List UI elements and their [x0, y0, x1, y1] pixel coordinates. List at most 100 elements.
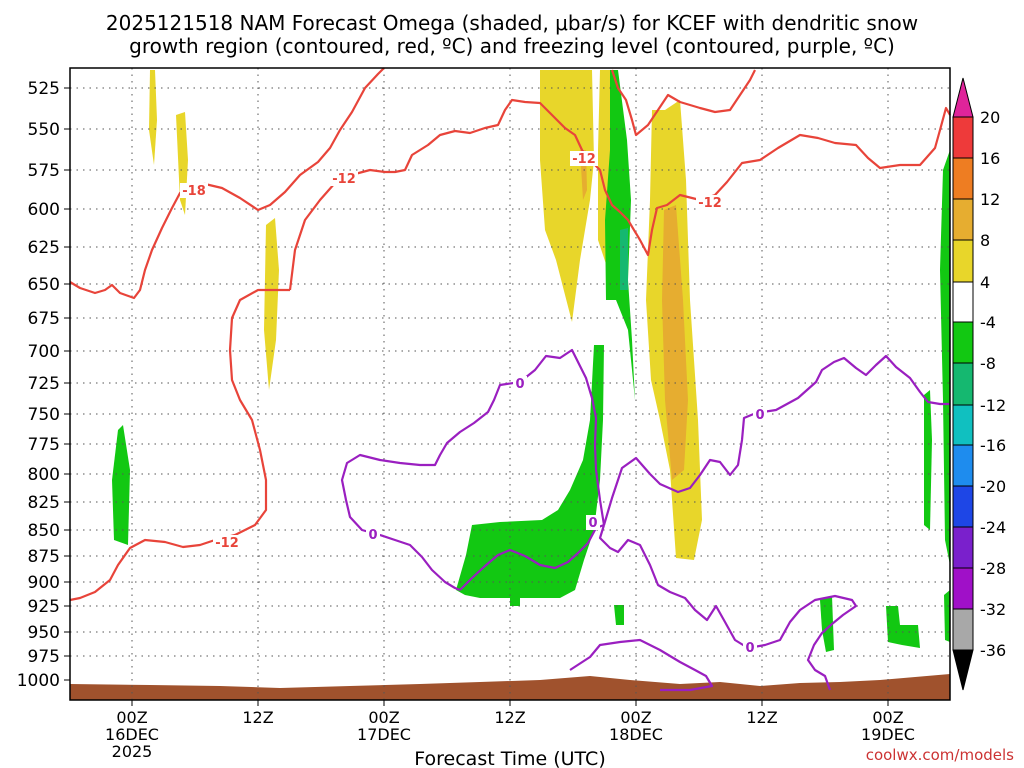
colorbar-swatch [952, 198, 974, 241]
x-tick-label: 2025 [112, 742, 153, 761]
colorbar-swatch [952, 485, 974, 528]
omega-green-cell [510, 595, 520, 606]
y-tick-label: 750 [28, 405, 60, 425]
chart-title-line1: 2025121518 NAM Forecast Omega (shaded, μ… [106, 11, 918, 35]
omega-green-cell [940, 150, 950, 565]
freezing-contour-line [459, 523, 605, 591]
x-tick-label: 16DEC [105, 725, 159, 744]
dendritic-contours [69, 67, 951, 602]
contour-label-purple: 0 [755, 408, 764, 423]
colorbar-swatch [952, 157, 974, 200]
x-axis-label: Forecast Time (UTC) [414, 748, 605, 768]
colorbar-tick-label: 8 [980, 231, 990, 250]
contour-label-red: -18 [182, 184, 206, 199]
y-tick-label: 850 [28, 521, 60, 541]
y-tick-label: 1000 [17, 671, 60, 691]
y-tick-label: 900 [28, 573, 60, 593]
omega-green-cell [924, 390, 932, 530]
omega-orange-cell [662, 205, 688, 480]
grid-lines [70, 68, 950, 700]
colorbar-swatch [952, 116, 974, 159]
y-tick-label: 600 [28, 200, 60, 220]
y-axis: 525 550 575 600 625 650 675 700 725 750 … [17, 79, 70, 691]
y-tick-label: 650 [28, 275, 60, 295]
colorbar-swatch [952, 526, 974, 569]
colorbar-tick-label: -24 [980, 518, 1006, 537]
y-tick-label: 725 [28, 374, 60, 394]
colorbar-tick-label: -28 [980, 559, 1006, 578]
y-tick-label: 775 [28, 435, 60, 455]
colorbar-tick-label: 12 [980, 190, 1000, 209]
y-tick-label: 925 [28, 597, 60, 617]
colorbar-bottom-arrow [952, 649, 974, 691]
colorbar-swatch [952, 567, 974, 610]
omega-yellow-cell [540, 70, 594, 322]
x-tick-label: 17DEC [357, 725, 411, 744]
omega-green-cell [886, 606, 920, 648]
omega-yellow-cell [149, 70, 157, 165]
colorbar-swatches [952, 116, 974, 651]
contour-label-red: -12 [698, 196, 722, 211]
contour-labels: -18 -12 -12 -12 -12 0 0 0 0 0 [180, 151, 767, 656]
colorbar-tick-label: 16 [980, 149, 1000, 168]
y-tick-label: 950 [28, 623, 60, 643]
y-tick-label: 675 [28, 309, 60, 329]
x-tick-label: 18DEC [609, 725, 663, 744]
contour-label-red: -12 [572, 152, 596, 167]
dendritic-contour-line [69, 288, 290, 602]
colorbar-swatch [952, 281, 974, 323]
y-tick-label: 875 [28, 547, 60, 567]
x-tick-label: 12Z [746, 708, 777, 727]
x-tick-label: 00Z [368, 708, 399, 727]
contour-label-red: -12 [332, 172, 356, 187]
y-tick-label: 575 [28, 161, 60, 181]
credit-text: coolwx.com/models [866, 746, 1014, 764]
omega-shading [112, 70, 950, 652]
freezing-contour-line [569, 638, 714, 692]
contour-label-purple: 0 [745, 641, 754, 656]
x-tick-label: 00Z [620, 708, 651, 727]
contour-label-purple: 0 [588, 516, 597, 531]
y-tick-label: 825 [28, 493, 60, 513]
x-tick-label: 00Z [872, 708, 903, 727]
dendritic-contour-line [610, 69, 756, 137]
x-tick-label: 12Z [494, 708, 525, 727]
x-tick-label: 00Z [116, 708, 147, 727]
chart-title-line2: growth region (contoured, red, ºC) and f… [129, 34, 895, 58]
colorbar-tick-label: -20 [980, 477, 1006, 496]
freezing-contour-line [340, 348, 606, 592]
contour-label-purple: 0 [368, 528, 377, 543]
colorbar-swatch [952, 404, 974, 446]
colorbar-tick-label: -8 [980, 354, 996, 373]
colorbar-tick-label: -4 [980, 313, 996, 332]
colorbar-top-arrow [952, 77, 974, 118]
omega-yellow-cell [264, 218, 279, 390]
y-tick-label: 975 [28, 647, 60, 667]
colorbar-tick-label: -32 [980, 600, 1006, 619]
omega-green-cell [456, 345, 604, 598]
colorbar: 20 16 12 8 4 -4 -8 -12 -16 -20 -24 -28 -… [952, 77, 1006, 691]
colorbar-swatch [952, 362, 974, 406]
y-tick-label: 525 [28, 79, 60, 99]
omega-green-cell [112, 425, 130, 545]
x-axis: 00Z 16DEC 2025 12Z 00Z 17DEC 12Z 00Z 18D… [105, 700, 915, 768]
contour-label-red: -12 [215, 536, 239, 551]
omega-green-cell [820, 596, 834, 652]
colorbar-tick-label: 20 [980, 108, 1000, 127]
colorbar-swatch [952, 608, 974, 651]
y-tick-label: 625 [28, 238, 60, 258]
y-tick-label: 550 [28, 120, 60, 140]
y-tick-label: 700 [28, 342, 60, 362]
omega-green-cell [614, 605, 624, 625]
x-tick-label: 12Z [242, 708, 273, 727]
x-tick-label: 19DEC [861, 725, 915, 744]
contour-label-purple: 0 [515, 377, 524, 392]
dendritic-contour-line [288, 98, 951, 291]
colorbar-tick-label: -16 [980, 436, 1006, 455]
colorbar-tick-label: -12 [980, 396, 1006, 415]
omega-green-cell [944, 590, 950, 642]
colorbar-tick-label: 4 [980, 273, 990, 292]
omega-green-cell [620, 228, 628, 290]
colorbar-swatch [952, 321, 974, 364]
